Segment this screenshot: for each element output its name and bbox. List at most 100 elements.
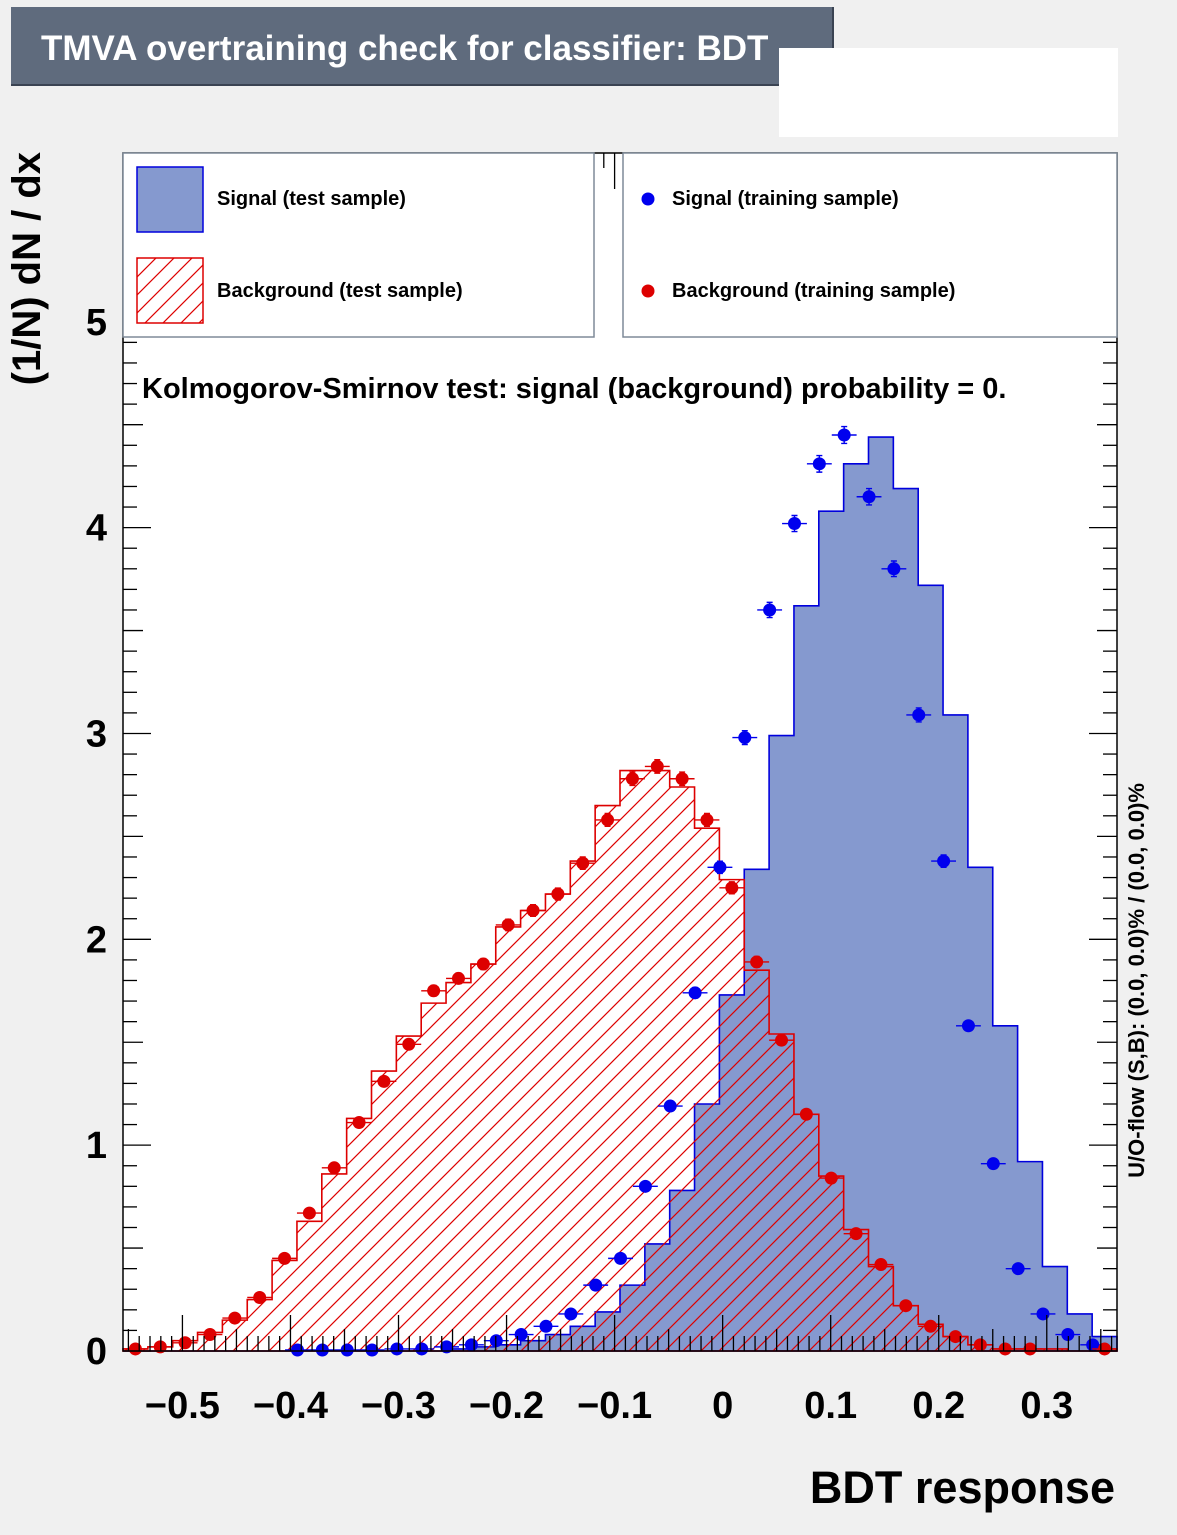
- signal-train-point: [340, 1343, 354, 1357]
- x-axis-label: BDT response: [810, 1462, 1115, 1513]
- background-train-point: [1098, 1342, 1112, 1356]
- background-train-point: [551, 887, 565, 901]
- signal-train-point: [961, 1019, 975, 1033]
- ks-test-text: Kolmogorov-Smirnov test: signal (backgro…: [142, 373, 1006, 405]
- background-train-point: [998, 1342, 1012, 1356]
- background-train-point: [824, 1171, 838, 1185]
- y-tick-label: 0: [86, 1331, 107, 1373]
- signal-train-point: [937, 854, 951, 868]
- background-train-point: [526, 903, 540, 917]
- signal-train-point: [390, 1342, 404, 1356]
- legend-signal-train-marker: [641, 192, 655, 206]
- background-train-point: [352, 1116, 366, 1130]
- signal-train-point: [1011, 1262, 1025, 1276]
- legend-signal-test-label: Signal (test sample): [217, 188, 406, 210]
- y-axis-label: (1/N) dN / dx: [5, 152, 49, 385]
- signal-train-point: [912, 708, 926, 722]
- signal-train-point: [514, 1328, 528, 1342]
- background-train-point: [451, 971, 465, 985]
- signal-train-point: [415, 1342, 429, 1356]
- title-box: TMVA overtraining check for classifier: …: [11, 7, 834, 86]
- background-train-point: [203, 1328, 217, 1342]
- x-tick-label: −0.1: [577, 1385, 652, 1427]
- legend-right: Signal (training sample) Background (tra…: [622, 152, 1118, 338]
- signal-train-point: [1036, 1307, 1050, 1321]
- signal-train-point: [688, 986, 702, 1000]
- signal-train-point: [539, 1319, 553, 1333]
- y-tick-label: 1: [86, 1125, 107, 1167]
- x-tick-label: 0.1: [804, 1385, 857, 1427]
- background-train-point: [924, 1319, 938, 1333]
- background-train-point: [650, 759, 664, 773]
- background-train-point: [1023, 1342, 1037, 1356]
- y-tick-label: 5: [86, 302, 107, 344]
- background-train-point: [402, 1037, 416, 1051]
- background-train-point: [377, 1074, 391, 1088]
- signal-train-point: [638, 1179, 652, 1193]
- signal-train-point: [663, 1099, 677, 1113]
- signal-train-point: [763, 603, 777, 617]
- legend-background-test-swatch: [136, 257, 204, 324]
- background-train-point: [675, 772, 689, 786]
- background-test-histogram: [122, 769, 1118, 1352]
- signal-train-point: [614, 1251, 628, 1265]
- x-tick-label: −0.4: [253, 1385, 328, 1427]
- background-train-point: [625, 772, 639, 786]
- signal-train-point: [837, 428, 851, 442]
- y-tick-label: 3: [86, 713, 107, 755]
- background-train-point: [327, 1161, 341, 1175]
- background-train-point: [128, 1342, 142, 1356]
- background-train-point: [725, 881, 739, 895]
- background-train-point: [178, 1336, 192, 1350]
- legend-signal-train-label: Signal (training sample): [672, 188, 899, 210]
- signal-train-point: [887, 562, 901, 576]
- signal-train-point: [986, 1157, 1000, 1171]
- x-tick-label: 0.2: [912, 1385, 965, 1427]
- legend-background-train-label: Background (training sample): [672, 280, 955, 302]
- signal-train-point: [464, 1338, 478, 1352]
- signal-train-point: [812, 457, 826, 471]
- x-tick-label: −0.3: [361, 1385, 436, 1427]
- white-box: [779, 48, 1118, 137]
- x-tick-label: −0.2: [469, 1385, 544, 1427]
- chart-title: TMVA overtraining check for classifier: …: [41, 29, 769, 68]
- signal-train-point: [589, 1278, 603, 1292]
- legend-signal-test-swatch: [136, 166, 204, 233]
- signal-train-point: [1061, 1328, 1075, 1342]
- background-train-point: [278, 1251, 292, 1265]
- plot-frame: [122, 152, 1118, 1352]
- legend-left: Signal (test sample) Background (test sa…: [122, 152, 595, 338]
- background-train-point: [228, 1311, 242, 1325]
- signal-train-point: [440, 1340, 454, 1354]
- background-train-point: [973, 1338, 987, 1352]
- signal-train-point: [290, 1343, 304, 1357]
- x-tick-label: 0.3: [1020, 1385, 1073, 1427]
- signal-train-point: [713, 860, 727, 874]
- background-train-point: [576, 856, 590, 870]
- signal-train-point: [564, 1307, 578, 1321]
- background-train-point: [799, 1107, 813, 1121]
- x-tick-label: 0: [712, 1385, 733, 1427]
- y-tick-label: 4: [86, 508, 107, 550]
- background-train-point: [427, 984, 441, 998]
- background-train-point: [253, 1290, 267, 1304]
- background-train-point: [948, 1330, 962, 1344]
- x-tick-label: −0.5: [145, 1385, 220, 1427]
- background-train-point: [501, 918, 515, 932]
- signal-train-point: [738, 731, 752, 745]
- background-train-point: [700, 813, 714, 827]
- overflow-label: U/O-flow (S,B): (0.0, 0.0)% / (0.0, 0.0)…: [1124, 783, 1149, 1178]
- signal-train-point: [365, 1343, 379, 1357]
- legend-background-train-marker: [641, 284, 655, 298]
- legend-background-test-label: Background (test sample): [217, 280, 463, 302]
- background-train-point: [302, 1206, 316, 1220]
- background-train-point: [874, 1258, 888, 1272]
- y-tick-label: 2: [86, 919, 107, 961]
- signal-train-point: [862, 490, 876, 504]
- background-train-point: [775, 1033, 789, 1047]
- background-train-point: [601, 813, 615, 827]
- background-train-point: [899, 1299, 913, 1313]
- background-train-point: [476, 957, 490, 971]
- background-train-point: [750, 955, 764, 969]
